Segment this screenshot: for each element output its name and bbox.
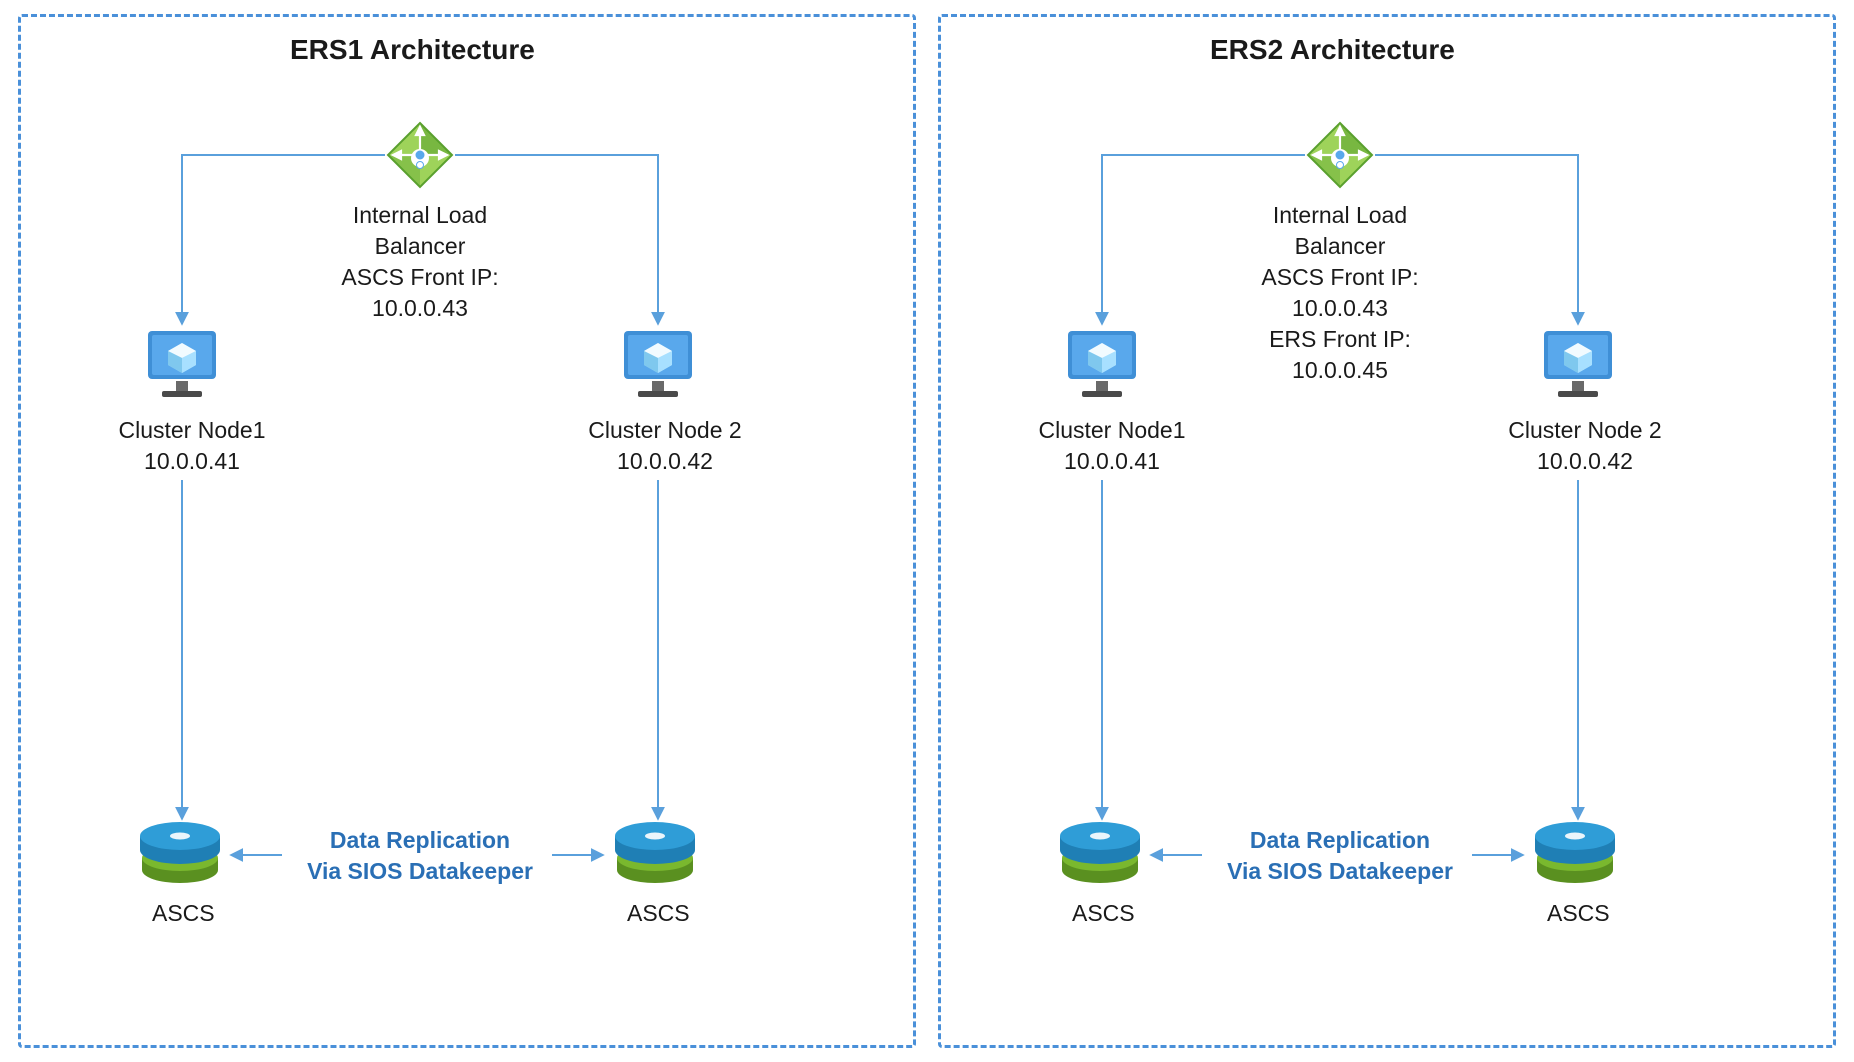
- cluster-node-icon: [1538, 325, 1618, 405]
- replication-label-line: Data Replication: [1220, 825, 1460, 856]
- cluster-node-label-line: Cluster Node1: [1032, 415, 1192, 446]
- panel-ers2-border: [938, 14, 1836, 1048]
- load-balancer-label-line: Balancer: [330, 231, 510, 262]
- load-balancer-label-line: 10.0.0.43: [1250, 293, 1430, 324]
- cluster-node-label-line: 10.0.0.41: [1032, 446, 1192, 477]
- cluster-node-icon: [618, 325, 698, 405]
- load-balancer-label-line: 10.0.0.43: [330, 293, 510, 324]
- cluster-node-label: Cluster Node110.0.0.41: [112, 415, 272, 477]
- load-balancer-label-line: Internal Load: [1250, 200, 1430, 231]
- load-balancer-icon: [1305, 120, 1375, 190]
- cluster-node-label-line: Cluster Node 2: [580, 415, 750, 446]
- disk-label: ASCS: [152, 900, 215, 927]
- load-balancer-label-line: ASCS Front IP:: [1250, 262, 1430, 293]
- disk-icon: [1055, 820, 1145, 890]
- cluster-node-label: Cluster Node110.0.0.41: [1032, 415, 1192, 477]
- replication-label-line: Via SIOS Datakeeper: [300, 856, 540, 887]
- replication-label-line: Via SIOS Datakeeper: [1220, 856, 1460, 887]
- cluster-node-icon: [142, 325, 222, 405]
- load-balancer-label-line: Balancer: [1250, 231, 1430, 262]
- load-balancer-label-line: ASCS Front IP:: [330, 262, 510, 293]
- disk-label: ASCS: [627, 900, 690, 927]
- panel-ers1-border: [18, 14, 916, 1048]
- replication-label-line: Data Replication: [300, 825, 540, 856]
- cluster-node-label-line: 10.0.0.41: [112, 446, 272, 477]
- cluster-node-label: Cluster Node 210.0.0.42: [580, 415, 750, 477]
- load-balancer-icon: [385, 120, 455, 190]
- load-balancer-label: Internal LoadBalancerASCS Front IP:10.0.…: [330, 200, 510, 324]
- cluster-node-label-line: 10.0.0.42: [1500, 446, 1670, 477]
- cluster-node-icon: [1062, 325, 1142, 405]
- disk-icon: [610, 820, 700, 890]
- panel-title: ERS2 Architecture: [1210, 34, 1455, 66]
- load-balancer-label: Internal LoadBalancerASCS Front IP:10.0.…: [1250, 200, 1430, 386]
- load-balancer-label-line: Internal Load: [330, 200, 510, 231]
- cluster-node-label: Cluster Node 210.0.0.42: [1500, 415, 1670, 477]
- cluster-node-label-line: Cluster Node1: [112, 415, 272, 446]
- disk-label: ASCS: [1072, 900, 1135, 927]
- replication-label: Data ReplicationVia SIOS Datakeeper: [1220, 825, 1460, 887]
- disk-icon: [1530, 820, 1620, 890]
- disk-label: ASCS: [1547, 900, 1610, 927]
- disk-icon: [135, 820, 225, 890]
- replication-label: Data ReplicationVia SIOS Datakeeper: [300, 825, 540, 887]
- panel-title: ERS1 Architecture: [290, 34, 535, 66]
- cluster-node-label-line: 10.0.0.42: [580, 446, 750, 477]
- load-balancer-label-line: ERS Front IP:: [1250, 324, 1430, 355]
- load-balancer-label-line: 10.0.0.45: [1250, 355, 1430, 386]
- cluster-node-label-line: Cluster Node 2: [1500, 415, 1670, 446]
